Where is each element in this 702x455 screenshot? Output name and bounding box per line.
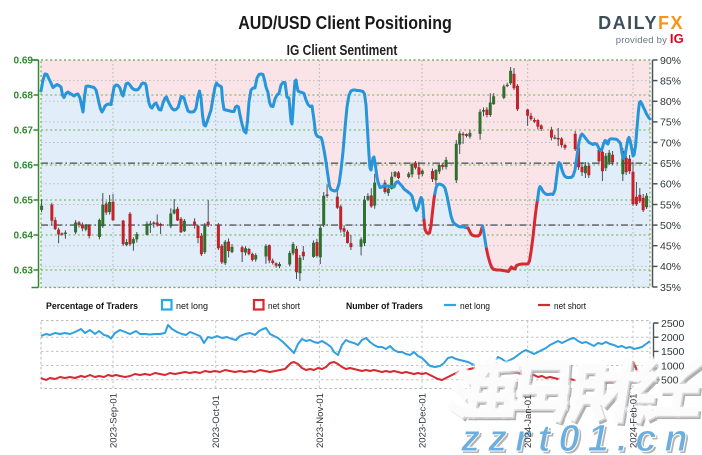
- svg-text:35%: 35%: [660, 282, 681, 294]
- svg-text:2023-Nov-01: 2023-Nov-01: [315, 393, 326, 448]
- svg-text:70%: 70%: [660, 137, 681, 149]
- svg-text:2500: 2500: [661, 318, 685, 330]
- svg-text:75%: 75%: [660, 117, 681, 129]
- svg-text:zzrt01.cn: zzrt01.cn: [460, 418, 696, 455]
- svg-text:2000: 2000: [661, 332, 685, 344]
- svg-text:net short: net short: [268, 301, 300, 312]
- svg-text:Number of Traders: Number of Traders: [346, 301, 423, 312]
- svg-text:0.69: 0.69: [14, 56, 34, 67]
- svg-text:2024-Feb-01: 2024-Feb-01: [629, 394, 640, 448]
- svg-text:0.68: 0.68: [14, 91, 34, 102]
- svg-text:0.64: 0.64: [14, 231, 34, 242]
- svg-text:1500: 1500: [661, 346, 685, 358]
- svg-text:85%: 85%: [660, 75, 681, 87]
- svg-text:net short: net short: [554, 301, 586, 312]
- svg-text:1000: 1000: [661, 360, 685, 372]
- svg-text:80%: 80%: [660, 96, 681, 108]
- svg-text:50%: 50%: [660, 220, 681, 232]
- svg-text:65%: 65%: [660, 158, 681, 170]
- svg-text:2024-Jan-01: 2024-Jan-01: [523, 395, 534, 448]
- svg-text:2023-Oct-01: 2023-Oct-01: [211, 395, 222, 448]
- svg-text:500: 500: [661, 375, 679, 387]
- svg-text:Percentage of Traders: Percentage of Traders: [46, 301, 138, 312]
- svg-text:net long: net long: [460, 301, 490, 312]
- svg-text:0.66: 0.66: [14, 161, 34, 172]
- svg-text:40%: 40%: [660, 261, 681, 273]
- svg-text:zzrt01.cn: zzrt01.cn: [462, 420, 698, 455]
- svg-text:2023-Dec-01: 2023-Dec-01: [418, 393, 429, 448]
- svg-text:net long: net long: [176, 301, 208, 312]
- svg-text:0.63: 0.63: [14, 266, 34, 277]
- svg-text:45%: 45%: [660, 241, 681, 253]
- svg-text:55%: 55%: [660, 199, 681, 211]
- svg-text:0.67: 0.67: [14, 126, 34, 137]
- svg-text:60%: 60%: [660, 179, 681, 191]
- svg-text:0.65: 0.65: [14, 196, 34, 207]
- svg-text:90%: 90%: [660, 55, 681, 67]
- svg-text:2023-Sep-01: 2023-Sep-01: [109, 393, 120, 448]
